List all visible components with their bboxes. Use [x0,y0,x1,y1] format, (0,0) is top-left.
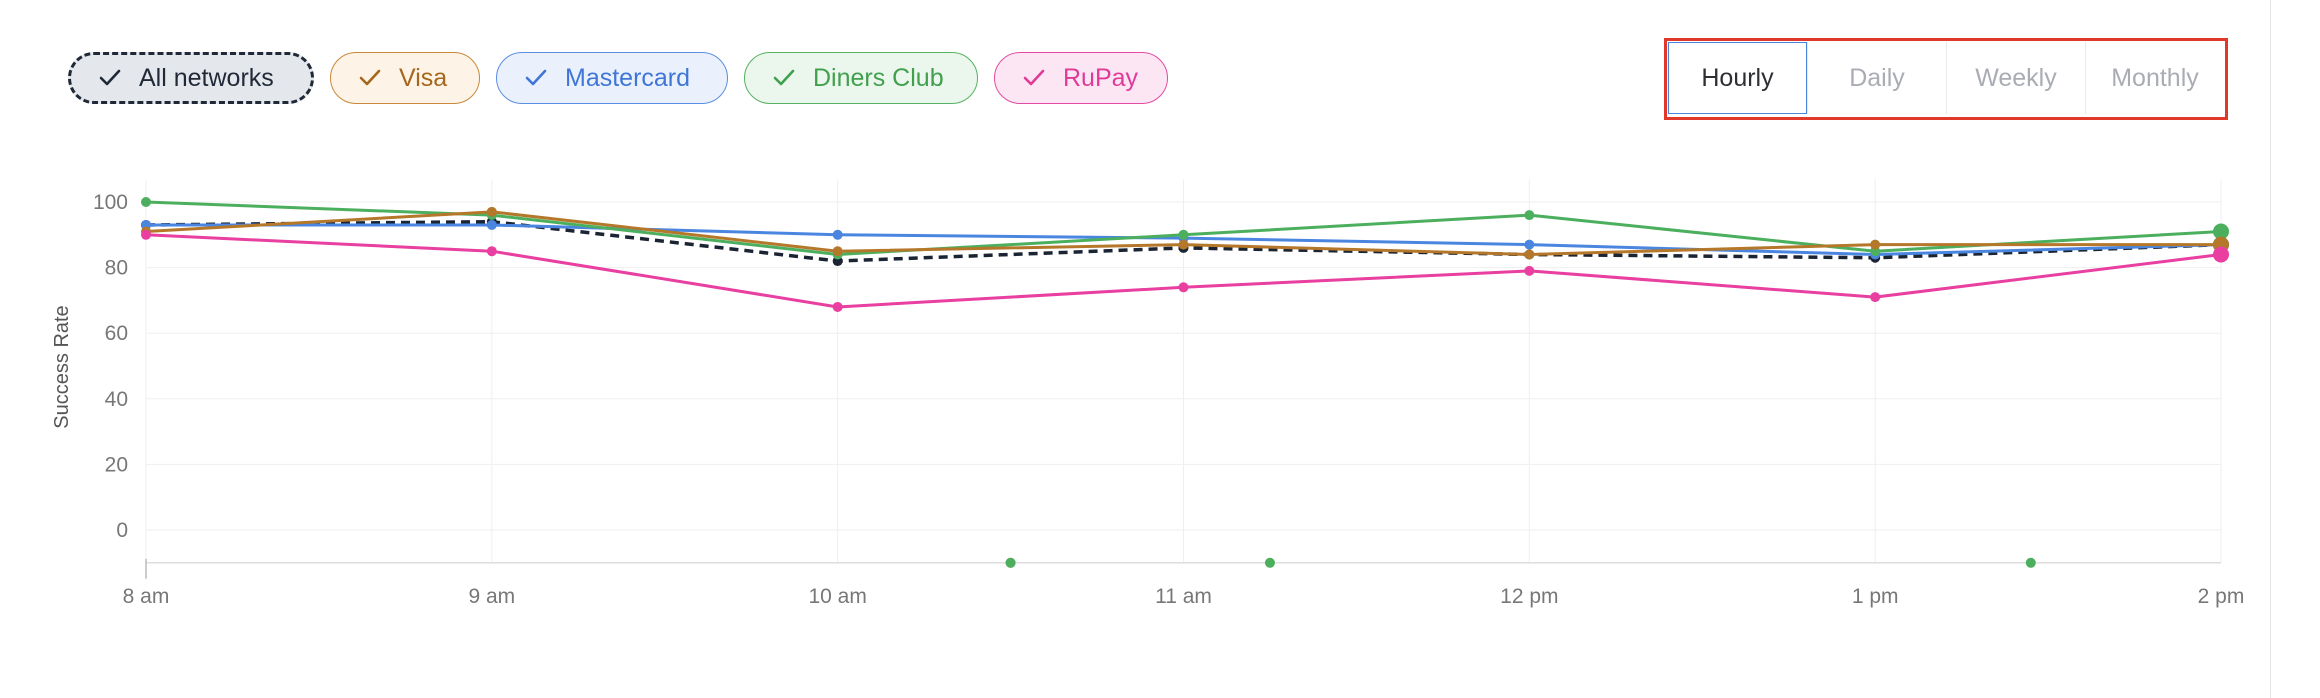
check-icon [359,67,381,89]
data-point-mastercard [486,219,497,230]
data-point-visa [486,206,497,217]
x-tick-label: 10 am [808,585,866,608]
check-icon [1023,67,1045,89]
check-icon [525,67,547,89]
chart-grid [145,179,2222,563]
y-tick-label: 0 [116,519,128,542]
y-tick-label: 40 [105,388,128,411]
chart-baseline-markers [1005,557,2036,568]
data-point-rupay [1178,282,1189,293]
filter-chip-mastercard[interactable]: Mastercard [496,52,728,104]
data-point-visa [1178,239,1189,250]
time-range-selector: Hourly Daily Weekly Monthly [1668,42,2224,114]
tab-monthly[interactable]: Monthly [2085,42,2224,114]
check-icon [773,67,795,89]
chart-series [141,197,2229,312]
data-point-visa [1870,239,1881,250]
tab-daily[interactable]: Daily [1807,42,1946,114]
filter-chip-label: Visa [399,63,448,92]
data-point-diners-club [1178,229,1189,240]
filter-chip-visa[interactable]: Visa [330,52,480,104]
time-range-highlight [1664,38,2228,120]
filter-chip-all-networks[interactable]: All networks [68,52,314,104]
check-icon [99,67,121,89]
x-tick-label: 9 am [468,585,515,608]
x-tick-label: 12 pm [1500,585,1558,608]
y-tick-label: 60 [105,322,128,345]
data-point-diners-club [2213,223,2229,240]
baseline-marker-diners-club [1005,557,1016,568]
x-tick-label: 1 pm [1852,585,1899,608]
data-point-visa [832,246,843,257]
panel-right-border [2270,0,2271,698]
tab-weekly[interactable]: Weekly [1946,42,2085,114]
data-point-rupay [486,246,497,257]
filter-chip-label: Mastercard [565,63,691,92]
data-point-rupay [1870,292,1881,303]
baseline-marker-diners-club [1264,557,1275,568]
baseline-marker-diners-club [2025,557,2036,568]
y-axis-label: Success Rate [51,305,73,428]
filter-chip-label: RuPay [1063,63,1139,92]
chart-axes: 0 20 40 60 80 100 8 am 9 am 10 am 11 am 12 pm 1 pm 2… [93,191,2244,608]
filter-chip-label: All networks [139,63,274,92]
data-point-rupay [832,301,843,312]
data-point-mastercard [1524,239,1535,250]
x-tick-label: 11 am [1155,585,1212,608]
y-tick-label: 80 [105,257,128,280]
filter-chip-label: Diners Club [813,63,944,92]
filter-chip-rupay[interactable]: RuPay [994,52,1168,104]
y-tick-label: 20 [105,453,128,476]
tab-hourly[interactable]: Hourly [1668,42,1807,114]
y-tick-label: 100 [93,191,128,214]
data-point-rupay [2213,246,2229,263]
data-point-rupay [141,229,151,240]
data-point-visa [1524,249,1535,260]
data-point-diners-club [1524,210,1535,221]
filter-chip-diners-club[interactable]: Diners Club [744,52,978,104]
data-point-rupay [1524,265,1535,276]
data-point-mastercard [832,229,843,240]
x-tick-label: 2 pm [2198,585,2245,608]
data-point-diners-club [141,197,151,207]
network-filter-chips: All networks Visa Mastercard Diners Club… [68,52,1168,104]
x-tick-label: 8 am [123,585,170,608]
